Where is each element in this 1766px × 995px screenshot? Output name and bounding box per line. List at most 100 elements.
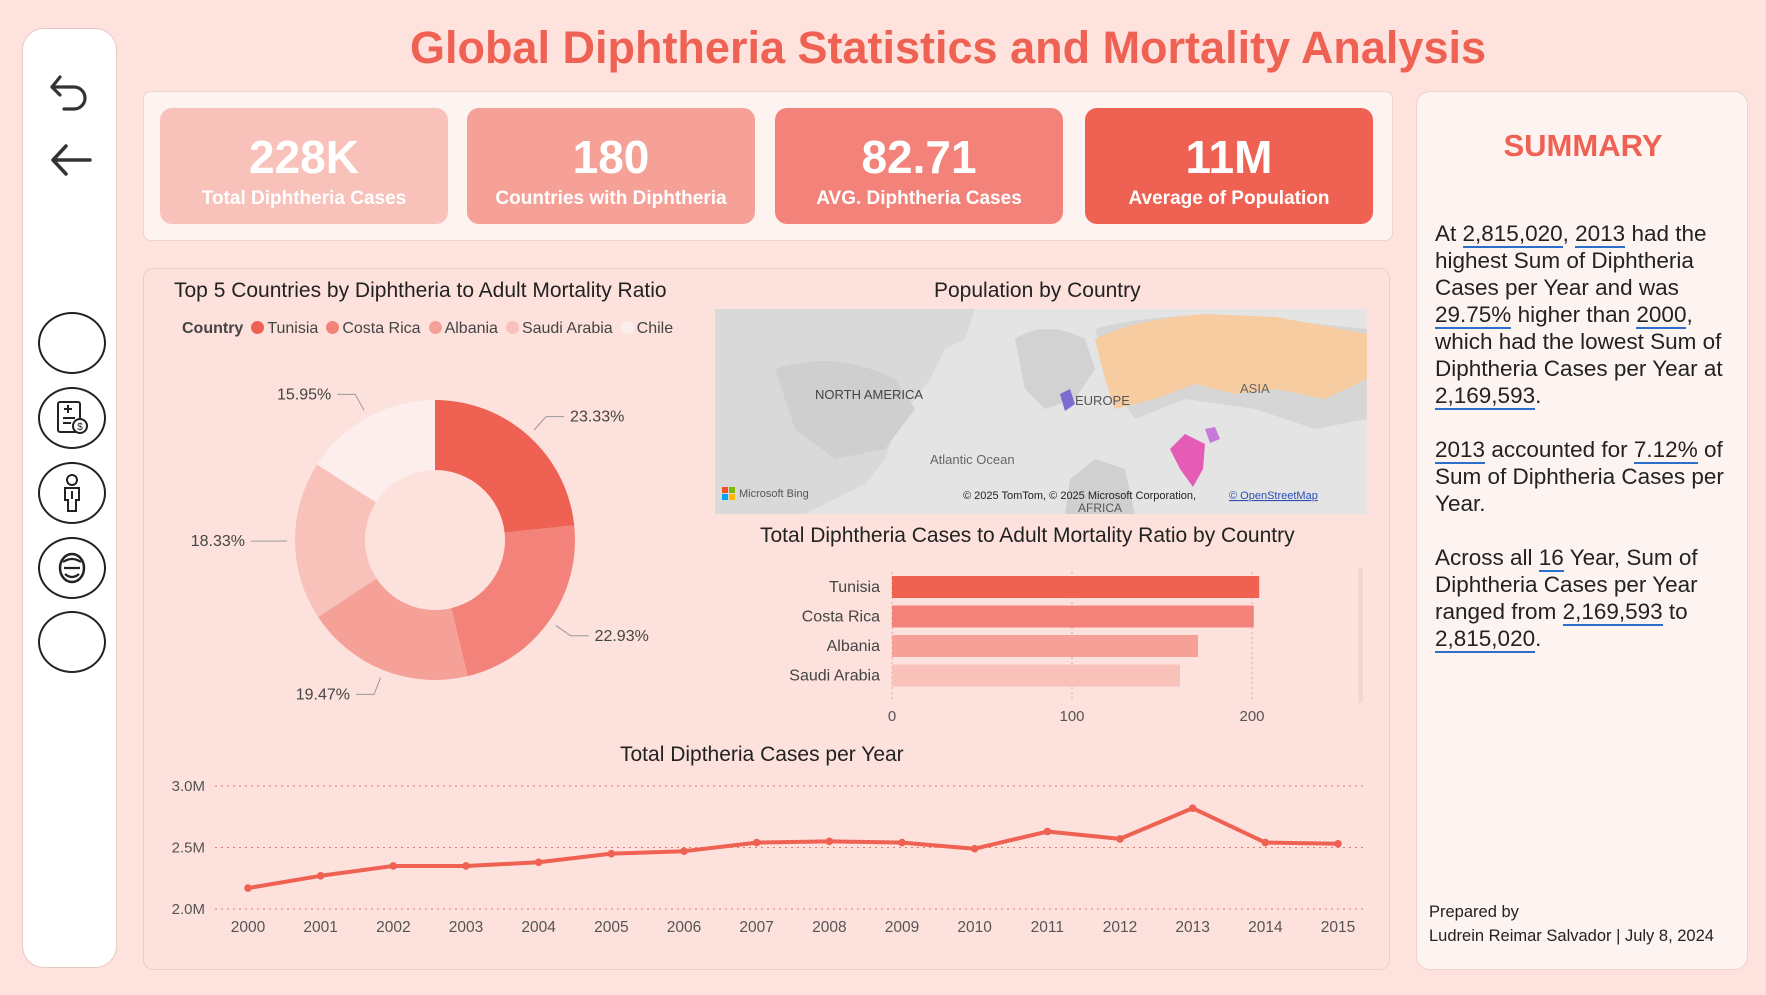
map-label-ocean: Atlantic Ocean [930, 452, 1015, 467]
legend-item[interactable]: Chile [620, 320, 673, 338]
kpi-card-total-cases: 228K Total Diphtheria Cases [160, 108, 448, 224]
summary-title: SUMMARY [1503, 128, 1663, 163]
bar-mark [892, 635, 1198, 657]
nav-button-1[interactable] [38, 312, 106, 374]
line-point [1043, 827, 1052, 836]
donut-data-label: 18.33% [191, 533, 245, 550]
bar-category-label: Tunisia [829, 579, 880, 596]
legend-item[interactable]: Saudi Arabia [505, 320, 613, 338]
line-x-tick-label: 2011 [1031, 919, 1064, 936]
osm-link[interactable]: © OpenStreetMap [1229, 490, 1318, 502]
prepared-by: Prepared by Ludrein Reimar Salvador | Ju… [1429, 900, 1714, 948]
line-point [1188, 804, 1197, 812]
line-x-tick-label: 2014 [1248, 919, 1283, 936]
line-point [680, 847, 688, 855]
line-y-tick-label: 2.5M [172, 840, 205, 857]
bar-chart: 0 100 200 Tunisia Costa Rica Albania Saudi Ara… [789, 568, 1363, 725]
line-point [1334, 840, 1342, 848]
map-copyright: © 2025 TomTom, © 2025 Microsoft Corporat… [963, 490, 1196, 502]
link-value[interactable]: 29.75% [1435, 302, 1512, 329]
legend-label: Costa Rica [342, 320, 421, 337]
nav-button-5[interactable] [38, 611, 106, 673]
sidebar: $ [22, 28, 117, 968]
link-year[interactable]: 2000 [1636, 302, 1687, 329]
donut-slice [317, 400, 435, 503]
line-point [1116, 835, 1124, 843]
bar-mark [892, 664, 1180, 687]
link-value[interactable]: 2,815,020 [1462, 221, 1563, 248]
donut-chart-title: Top 5 Countries by Diphtheria to Adult M… [174, 279, 667, 302]
kpi-label: AVG. Diphtheria Cases [816, 188, 1022, 209]
population-map[interactable]: NORTH AMERICA EUROPE ASIA Atlantic Ocean… [715, 309, 1367, 514]
bing-logo: Microsoft Bing [739, 488, 809, 500]
summary-text: At 2,815,020, 2013 had the highest Sum o… [1435, 220, 1735, 679]
legend-swatch [428, 321, 442, 334]
line-x-tick-label: 2009 [885, 919, 919, 936]
donut-leader-line [555, 625, 589, 637]
nav-button-person[interactable] [38, 462, 106, 524]
link-value[interactable]: 7.12% [1633, 437, 1698, 464]
legend-swatch [251, 321, 265, 334]
donut-data-label: 15.95% [277, 386, 331, 403]
line-point [534, 858, 543, 867]
map-label-north-america: NORTH AMERICA [815, 387, 923, 402]
line-series [247, 806, 1339, 891]
person-icon [64, 474, 80, 512]
donut-legend: Country Tunisia Costa Rica Albania Saudi… [182, 320, 673, 338]
bar-category-label: Albania [827, 638, 880, 655]
undo-icon[interactable] [23, 67, 118, 117]
kpi-value: 11M [1185, 131, 1273, 183]
legend-item[interactable]: Costa Rica [326, 320, 421, 338]
link-year[interactable]: 2013 [1435, 437, 1486, 464]
donut-leader-line [337, 393, 365, 411]
nav-button-billing[interactable]: $ [38, 387, 106, 449]
map-label-europe: EUROPE [1075, 393, 1130, 408]
donut-data-label: 23.33% [570, 409, 624, 426]
legend-label: Saudi Arabia [521, 320, 613, 337]
line-point [389, 862, 398, 870]
bar-mark [892, 605, 1254, 628]
line-y-tick-label: 2.0M [172, 901, 205, 918]
bar-category-label: Saudi Arabia [789, 668, 880, 685]
kpi-panel: 228K Total Diphtheria Cases 180 Countrie… [143, 91, 1393, 241]
legend-swatch [620, 321, 634, 334]
link-value[interactable]: 2,169,593 [1562, 599, 1663, 626]
donut-data-label: 19.47% [296, 686, 350, 703]
kpi-value: 82.71 [861, 131, 977, 183]
legend-title: Country [182, 320, 244, 337]
line-point [970, 844, 979, 853]
legend-item[interactable]: Albania [428, 320, 498, 338]
line-point [244, 884, 252, 892]
kpi-value: 180 [572, 131, 650, 183]
line-x-tick-label: 2013 [1175, 919, 1209, 936]
line-x-tick-label: 2000 [231, 919, 266, 936]
legend-item[interactable]: Tunisia [251, 320, 318, 338]
kpi-label: Total Diphtheria Cases [201, 188, 407, 209]
link-value[interactable]: 2,815,020 [1435, 626, 1536, 653]
link-year[interactable]: 2013 [1575, 221, 1626, 248]
back-arrow-icon[interactable] [23, 135, 118, 185]
line-x-tick-label: 2002 [376, 919, 410, 936]
donut-leader-line [355, 677, 382, 695]
link-value[interactable]: 2,169,593 [1435, 383, 1536, 410]
bar-tick-label: 200 [1239, 708, 1264, 725]
line-point [898, 838, 906, 847]
nav-button-face[interactable] [38, 537, 106, 599]
kpi-label: Average of Population [1128, 188, 1330, 209]
map-canvas: NORTH AMERICA EUROPE ASIA Atlantic Ocean… [715, 309, 1367, 514]
line-point [752, 838, 761, 847]
line-point [1261, 838, 1270, 847]
legend-label: Albania [444, 320, 498, 337]
donut-slice [295, 464, 377, 618]
line-chart: 2.0M 2.5M 3.0M 2000 2001 2002 2003 2004 2005 2006… [172, 778, 1365, 936]
map-label-africa: AFRICA [1078, 501, 1122, 514]
kpi-card-avg-population: 11M Average of Population [1085, 108, 1373, 224]
kpi-card-countries: 180 Countries with Diphtheria [467, 108, 755, 224]
legend-label: Tunisia [267, 320, 319, 337]
line-x-tick-label: 2005 [594, 919, 628, 936]
bar-tick-label: 100 [1059, 708, 1084, 725]
donut-slice [318, 578, 468, 680]
link-value[interactable]: 16 [1538, 545, 1564, 572]
map-title: Population by Country [934, 279, 1141, 302]
line-chart-title: Total Diptheria Cases per Year [620, 743, 904, 766]
